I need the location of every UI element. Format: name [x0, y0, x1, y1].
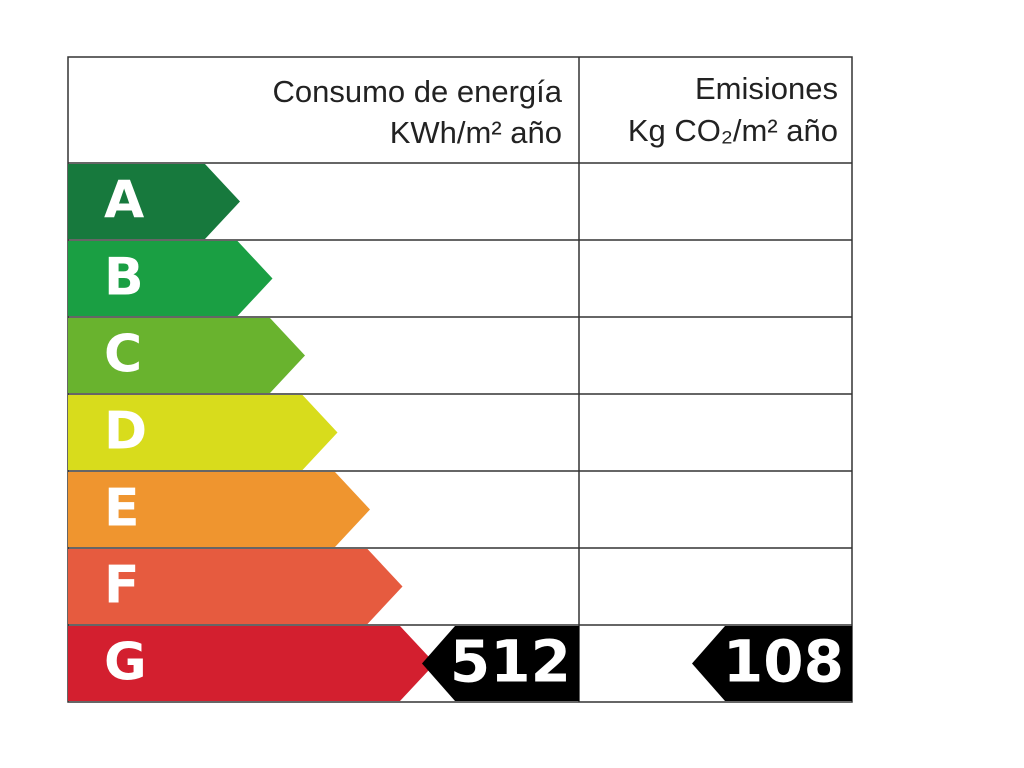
- value-badge: [422, 626, 579, 701]
- rating-arrow: [68, 626, 435, 701]
- energy-unit: KWh/m² año: [390, 115, 562, 150]
- rating-letter: E: [104, 479, 140, 539]
- rating-letter: B: [104, 248, 144, 308]
- emissions-title: Emisiones: [695, 71, 838, 106]
- rating-arrow: [68, 241, 273, 316]
- value-label: 108: [723, 628, 844, 696]
- energy-title: Consumo de energía: [272, 74, 562, 109]
- rating-arrow: [68, 318, 305, 393]
- rating-letter: C: [104, 325, 142, 385]
- rating-arrow: [68, 549, 403, 624]
- rating-letter: G: [104, 633, 147, 693]
- rating-arrow: [68, 164, 240, 239]
- rating-arrow: [68, 472, 370, 547]
- emissions-unit: Kg CO₂/m² año: [628, 113, 838, 148]
- rating-letter: D: [104, 402, 147, 462]
- rating-letter: A: [104, 171, 144, 231]
- value-badge: [692, 626, 852, 701]
- rating-letter: F: [104, 556, 140, 616]
- value-label: 512: [450, 628, 571, 696]
- rating-arrow: [68, 395, 338, 470]
